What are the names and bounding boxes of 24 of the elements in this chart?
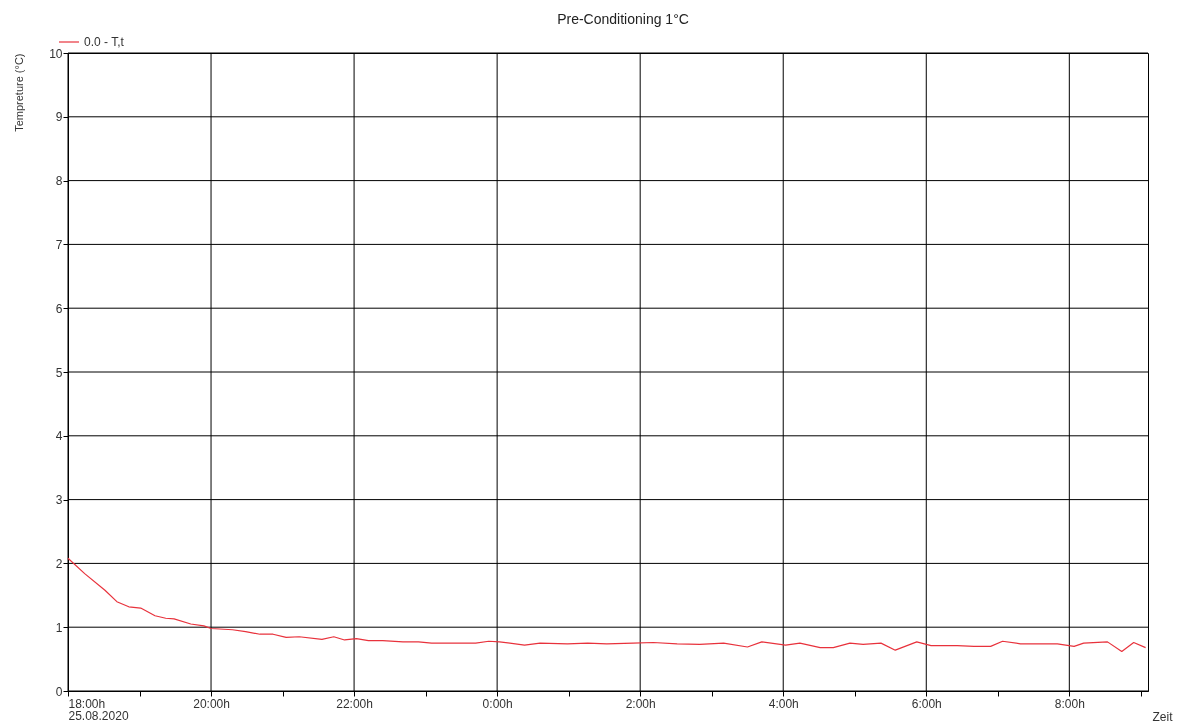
x-tick-label: 4:00h [768,696,799,711]
x-axis-title: Zeit [1152,709,1174,724]
y-tick-label: 9 [55,110,63,125]
x-tick-label: 6:00h [911,696,942,711]
y-tick-label: 2 [55,556,63,571]
y-tick-label: 6 [55,301,63,316]
y-tick-label: 3 [55,493,63,508]
y-tick-label: 5 [55,365,63,380]
y-tick-label: 8 [55,174,63,189]
y-tick-label: 0 [55,684,63,699]
line-series [67,557,1147,653]
x-tick-label: 18:00h 25.08.2020 [68,696,129,723]
chart-title: Pre-Conditioning 1°C [557,11,689,27]
y-tick-label: 1 [55,620,63,635]
x-tick-label: 2:00h [625,696,656,711]
y-tick-label: 4 [55,429,63,444]
x-tick-label: 22:00h [336,696,373,711]
y-tick-label: 7 [55,237,63,252]
x-tick-label: 8:00h [1054,696,1085,711]
x-tick-label: 20:00h [193,696,230,711]
legend-label: 0.0 - T,t [84,35,125,49]
x-tick-label: 0:00h [482,696,513,711]
y-tick-label: 10 [49,46,63,61]
y-axis-title: Tempreture (°C) [13,53,26,132]
